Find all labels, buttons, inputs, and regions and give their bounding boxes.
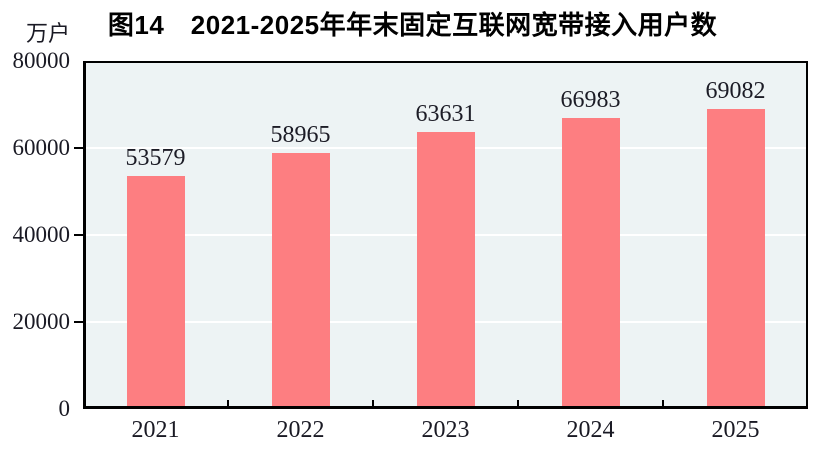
y-axis-tick-label: 0 [58,396,71,421]
x-axis-tick-mark [662,400,664,409]
x-axis-tick-label: 2021 [131,417,180,443]
y-axis-tick-mark [74,147,83,149]
bar-2024 [561,117,620,409]
y-axis-tick-label: 20000 [12,309,71,334]
x-axis-tick-label: 2024 [566,417,615,443]
x-axis-tick-label: 2023 [421,417,470,443]
bar-value-label: 53579 [125,144,186,171]
bar-2023 [416,132,475,409]
chart-title: 图14 2021-2025年年末固定互联网宽带接入用户数 [107,10,718,40]
bar-value-label: 69082 [705,77,766,104]
x-axis-tick-label: 2022 [276,417,325,443]
x-axis-tick-label: 2025 [711,417,760,443]
bar-2021 [126,175,185,409]
y-axis-tick-mark [74,234,83,236]
y-axis-tick-mark [74,321,83,323]
bar-value-label: 66983 [560,86,621,113]
bar-value-label: 58965 [270,121,331,148]
plot-area: 53579 58965 63631 66983 69082 [83,61,808,409]
y-axis-tick-label: 40000 [12,222,71,247]
bar-2022 [271,152,330,409]
x-axis-tick-mark [227,400,229,409]
x-axis-tick-mark [372,400,374,409]
y-axis-tick-label: 60000 [12,135,71,160]
bar-2025 [706,108,765,409]
y-axis-unit-label: 万户 [26,21,71,46]
y-axis-tick-label: 80000 [12,48,71,73]
x-axis-tick-mark [517,400,519,409]
bar-value-label: 63631 [415,101,476,128]
